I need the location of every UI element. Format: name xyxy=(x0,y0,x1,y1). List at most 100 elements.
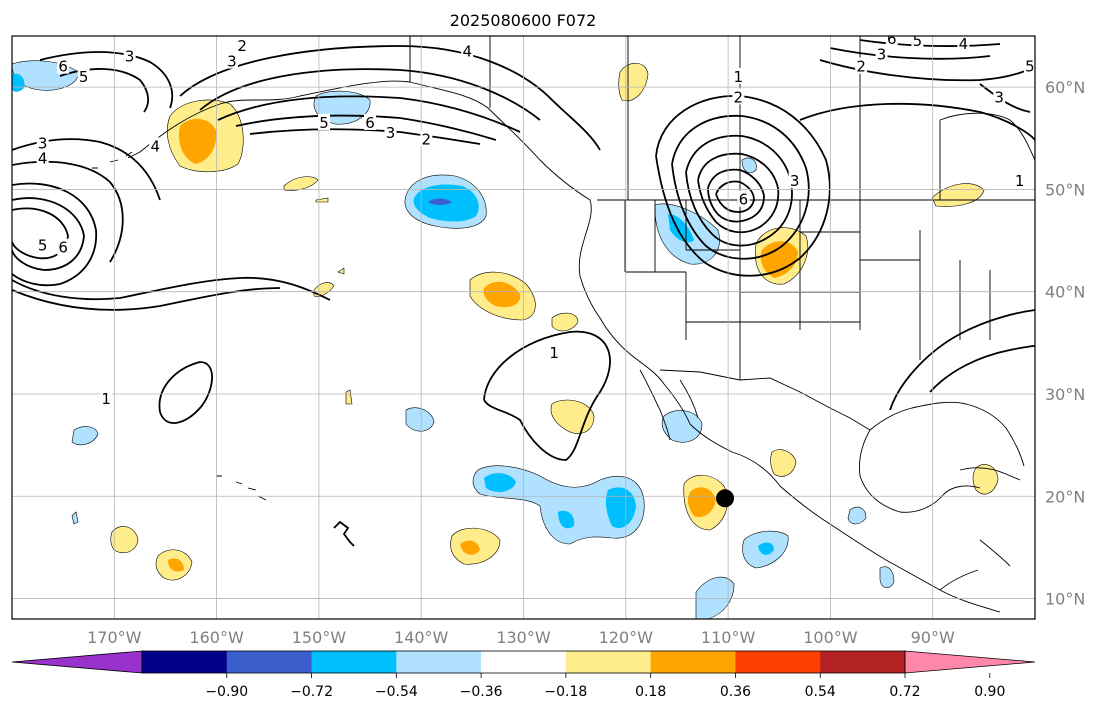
contour-label: 3 xyxy=(38,134,48,152)
contour-label-bg xyxy=(732,88,745,105)
contour-label: 3 xyxy=(125,47,135,65)
contour-label: 2 xyxy=(237,37,247,55)
central-america xyxy=(939,539,1011,591)
contour-label: 3 xyxy=(790,172,800,190)
contour-label: 4 xyxy=(959,35,969,53)
lon-tick-label: 170°W xyxy=(87,628,142,647)
contour-label-bg xyxy=(885,36,898,47)
contour-ne-4 xyxy=(859,39,1001,47)
lat-tick-label: 40°N xyxy=(1045,283,1085,302)
contour-label: 6 xyxy=(739,191,749,209)
lat-tick-label: 10°N xyxy=(1045,590,1085,609)
colorbar-tick-label: 0.72 xyxy=(889,684,920,700)
contour-label-bg xyxy=(911,36,924,49)
contour-label: 3 xyxy=(877,45,887,63)
contour-label-bg xyxy=(77,67,90,84)
contour-label: 5 xyxy=(38,237,48,255)
contour-label: 1 xyxy=(1015,172,1025,190)
colorbar-tick-label: −0.90 xyxy=(205,684,248,700)
contour-label-bg xyxy=(100,390,113,407)
contour-alaska-4 xyxy=(235,114,497,141)
hudson-bay xyxy=(939,112,1035,161)
contour-label-bg xyxy=(1013,172,1026,189)
contour-label-bg xyxy=(36,236,49,253)
lon-tick-label: 160°W xyxy=(189,628,244,647)
colorbar-segment xyxy=(820,651,906,673)
contour-east-2 xyxy=(929,345,1035,393)
contour-label-bg xyxy=(788,172,801,189)
colorbar xyxy=(11,650,1036,674)
contour-label-bg xyxy=(318,113,331,130)
gulf-of-mexico-coast xyxy=(859,401,1025,513)
contour-label-bg xyxy=(36,149,49,166)
contour-label-bg xyxy=(875,45,888,62)
contour-label-bg xyxy=(732,67,745,84)
contour-low-idaho-2 xyxy=(671,115,810,260)
hawaii-islands xyxy=(216,475,267,501)
contour-label: 3 xyxy=(227,53,237,71)
contour-bering-3 xyxy=(12,182,97,287)
contour-label: 4 xyxy=(38,150,48,168)
baja-peninsula xyxy=(639,369,699,441)
contour-label-bg xyxy=(384,124,397,141)
colorbar-tick-label: 0.54 xyxy=(805,684,836,700)
lon-tick-label: 150°W xyxy=(292,628,347,647)
colorbar-extend-high xyxy=(904,650,1036,674)
contour-label-bg xyxy=(1023,57,1035,74)
neg-anomaly-baja-west xyxy=(661,410,703,443)
lat-tick-label: 50°N xyxy=(1045,180,1085,199)
neg-anomaly-subtropic xyxy=(472,465,645,545)
contour-label: 5 xyxy=(913,32,923,50)
contour-label-bg xyxy=(420,130,433,147)
contour-label-bg xyxy=(57,57,70,74)
contour-label: 2 xyxy=(422,130,432,148)
north-america-west-coast xyxy=(578,199,1001,613)
contour-label: 3 xyxy=(386,124,396,142)
colorbar-segment xyxy=(650,651,736,673)
lat-tick-label: 30°N xyxy=(1045,385,1085,404)
lon-tick-label: 140°W xyxy=(394,628,449,647)
contour-label: 2 xyxy=(856,58,866,76)
colorbar-segment xyxy=(226,651,313,673)
lon-tick-label: 130°W xyxy=(496,628,551,647)
contour-low-idaho-6 xyxy=(715,180,755,213)
contour-alaska-1 xyxy=(179,45,601,151)
lat-tick-label: 20°N xyxy=(1045,487,1085,506)
contour-label: 1 xyxy=(549,344,559,362)
contour-label: 4 xyxy=(150,137,160,155)
latitude-tick-labels: 60°N 50°N 40°N 30°N 20°N 10°N xyxy=(1045,78,1085,608)
contour-label-bg xyxy=(123,47,136,64)
colorbar-tick-label: 0.18 xyxy=(635,684,666,700)
colorbar-tick-label: −0.18 xyxy=(544,684,587,700)
contour-label: 6 xyxy=(887,30,897,48)
contour-label-bg xyxy=(236,37,249,54)
colorbar-tick-label: −0.54 xyxy=(375,684,418,700)
contour-low-idaho-3 xyxy=(685,134,793,247)
lat-tick-label: 60°N xyxy=(1045,78,1085,97)
contour-label: 3 xyxy=(994,88,1004,106)
contour-alaska-2 xyxy=(199,68,541,121)
contour-small-s xyxy=(333,520,355,547)
contours xyxy=(12,39,1035,547)
map-frame xyxy=(11,35,1036,620)
contour-label-bg xyxy=(855,57,868,74)
lon-tick-label: 90°W xyxy=(911,628,955,647)
colorbar-tick-label: −0.72 xyxy=(290,684,333,700)
contour-label: 5 xyxy=(79,68,89,86)
contour-label: 6 xyxy=(58,239,68,257)
contour-label-bg xyxy=(993,88,1006,105)
contour-bering-7 xyxy=(12,287,281,311)
contour-label-bg xyxy=(225,52,238,69)
contour-label: 2 xyxy=(734,88,744,106)
contour-low-idaho-1 xyxy=(655,95,831,277)
canada-provinces xyxy=(409,36,941,200)
lon-tick-label: 100°W xyxy=(803,628,858,647)
contour-label: 6 xyxy=(58,58,68,76)
colorbar-segment xyxy=(396,651,482,673)
colorbar-segment xyxy=(735,651,821,673)
storm-center-marker xyxy=(716,489,735,508)
anomaly-shading xyxy=(12,60,999,619)
contour-subtropic-w xyxy=(158,361,213,424)
